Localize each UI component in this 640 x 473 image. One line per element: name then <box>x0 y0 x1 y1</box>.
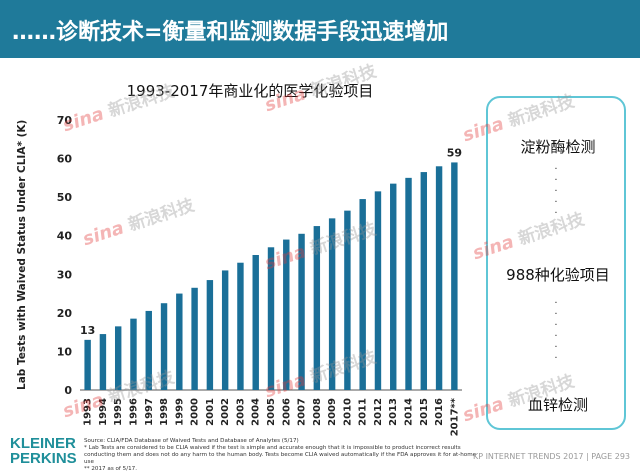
bar <box>221 270 229 390</box>
bar <box>114 326 122 390</box>
bar <box>405 177 412 390</box>
bar <box>99 334 107 390</box>
chart-title: 1993-2017年商业化的医学化验项目 <box>126 82 374 100</box>
y-tick-label: 20 <box>57 307 73 320</box>
panel-item-blood-zinc: 血锌检测 <box>527 396 588 414</box>
bar <box>359 199 366 390</box>
x-tick-label: 2008 <box>312 398 323 426</box>
y-tick-label: 30 <box>57 268 73 281</box>
x-tick-label: 2016 <box>434 398 445 426</box>
data-label: 59 <box>447 146 462 159</box>
y-tick-label: 70 <box>57 114 73 127</box>
x-tick-label: 2002 <box>220 398 231 426</box>
panel-item-988-tests: 988种化验项目 <box>506 266 610 284</box>
bar <box>267 247 275 390</box>
x-tick-label: 2007 <box>297 398 308 426</box>
bar <box>344 210 351 390</box>
page-title: ……诊断技术=衡量和监测数据手段迅速增加 <box>12 20 449 45</box>
y-tick-label: 60 <box>57 153 73 166</box>
year-note: ** 2017 as of 5/17. <box>84 466 138 472</box>
x-tick-label: 2001 <box>205 398 216 426</box>
bar <box>374 191 382 390</box>
footnote: Source: CLIA/FDA Database of Waived Test… <box>84 438 484 473</box>
bar-chart: 0 10 20 30 40 50 60 70 1993 1994 1995 1996 1997 1998 1… <box>57 114 462 436</box>
bar <box>130 318 137 390</box>
x-tick-label: 2013 <box>388 398 399 426</box>
bar <box>313 226 321 390</box>
x-tick-label: 1994 <box>98 398 109 426</box>
report-page-label: KP INTERNET TRENDS 2017 | PAGE 293 <box>472 452 630 461</box>
y-tick-label: 50 <box>57 191 73 204</box>
bar <box>191 287 198 390</box>
x-tick-label: 2000 <box>190 398 201 426</box>
panel-dots-upper: · · · · · <box>554 164 558 219</box>
title-bar: ……诊断技术=衡量和监测数据手段迅速增加 <box>0 0 640 58</box>
bar <box>420 172 428 390</box>
bar <box>176 293 183 390</box>
bar <box>283 239 290 390</box>
test-examples-panel: 淀粉酶检测 · · · · · 988种化验项目 · · · · · · 血锌检测 <box>486 96 626 430</box>
x-tick-label: 1999 <box>174 398 185 426</box>
x-tick-label: 1996 <box>128 398 139 426</box>
x-tick-label: 2004 <box>251 398 262 426</box>
source-note: Source: CLIA/FDA Database of Waived Test… <box>84 438 299 444</box>
bar <box>451 162 458 390</box>
x-tick-label: 2003 <box>235 398 246 426</box>
bar <box>145 310 152 390</box>
x-tick-label: 1998 <box>159 398 170 426</box>
y-tick-label: 10 <box>57 345 73 358</box>
x-tick-label: 2017** <box>449 397 460 436</box>
x-tick-label: 2012 <box>373 398 384 426</box>
bar <box>84 339 91 390</box>
y-tick-label: 0 <box>64 384 72 397</box>
x-tick-label: 1995 <box>113 398 124 426</box>
bar <box>252 255 259 390</box>
bar <box>328 218 336 390</box>
x-tick-label: 2009 <box>327 398 338 426</box>
bar <box>298 233 305 390</box>
bar <box>206 280 214 390</box>
x-tick-label: 2014 <box>404 398 415 426</box>
x-tick-label: 2010 <box>342 398 353 426</box>
waived-note: * Lab Tests are considered to be CLIA wa… <box>84 445 477 465</box>
x-tick-label: 1997 <box>144 398 155 426</box>
x-tick-label: 2006 <box>281 398 292 426</box>
x-tick-label: 2005 <box>266 398 277 426</box>
x-tick-label: 2011 <box>358 398 369 426</box>
panel-item-amylase: 淀粉酶检测 <box>520 138 596 156</box>
bar <box>435 166 443 390</box>
kleiner-perkins-logo: KLEINER PERKINS <box>10 435 77 467</box>
bar <box>390 183 397 390</box>
y-tick-label: 40 <box>57 230 73 243</box>
panel-dots-lower: · · · · · · <box>554 298 558 364</box>
bar <box>160 303 168 390</box>
data-label: 13 <box>80 324 95 337</box>
x-tick-label: 2015 <box>419 398 430 426</box>
bar <box>237 262 244 390</box>
x-tick-label: 1993 <box>83 398 94 426</box>
